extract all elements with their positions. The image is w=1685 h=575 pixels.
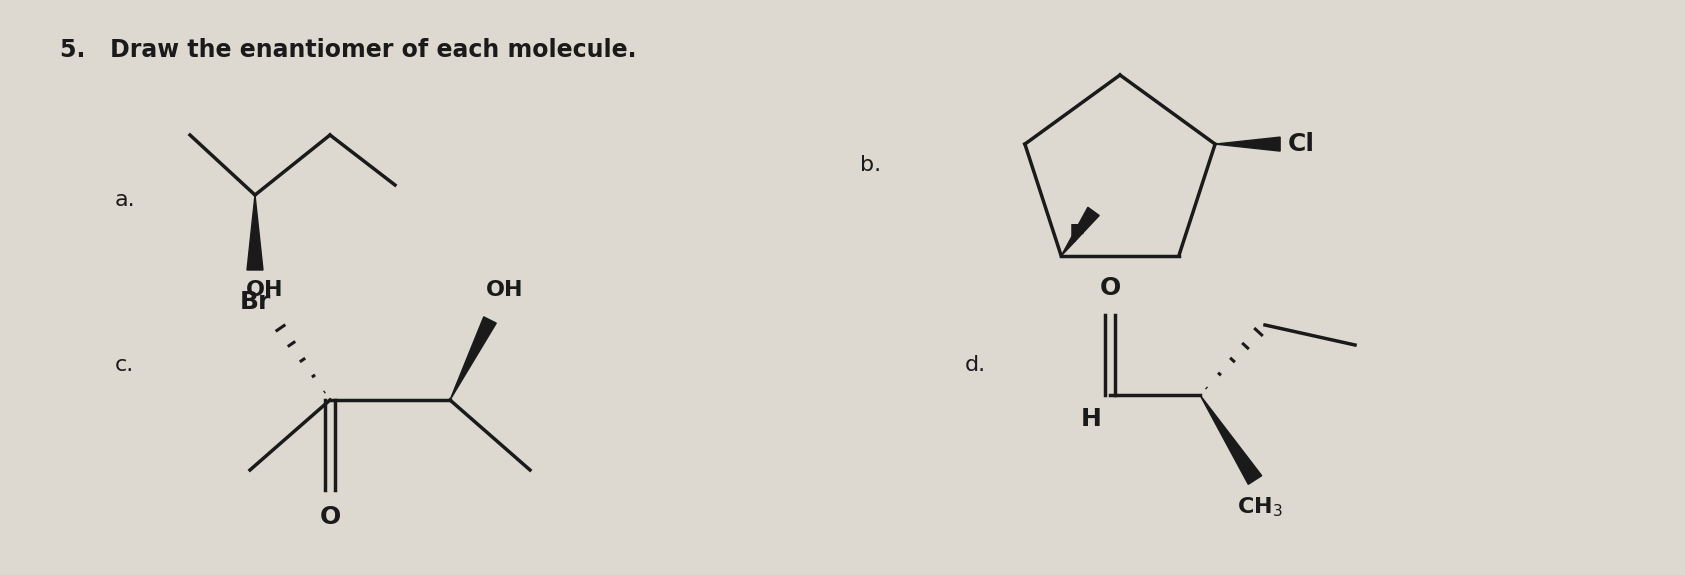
Polygon shape (248, 195, 263, 270)
Text: O: O (320, 505, 340, 529)
Text: OH: OH (487, 280, 524, 300)
Text: OH: OH (246, 280, 283, 300)
Text: Cl: Cl (1287, 132, 1314, 156)
Text: c.: c. (115, 355, 135, 375)
Text: Br: Br (239, 290, 271, 314)
Text: F: F (1068, 224, 1085, 247)
Text: O: O (1099, 276, 1121, 300)
Polygon shape (1200, 395, 1262, 484)
Text: H: H (1082, 407, 1102, 431)
Text: a.: a. (115, 190, 135, 210)
Text: b.: b. (859, 155, 881, 175)
Text: d.: d. (966, 355, 986, 375)
Polygon shape (1062, 208, 1099, 256)
Polygon shape (1215, 137, 1281, 151)
Text: CH$_3$: CH$_3$ (1237, 495, 1282, 519)
Polygon shape (450, 317, 497, 400)
Text: 5.   Draw the enantiomer of each molecule.: 5. Draw the enantiomer of each molecule. (61, 38, 637, 62)
